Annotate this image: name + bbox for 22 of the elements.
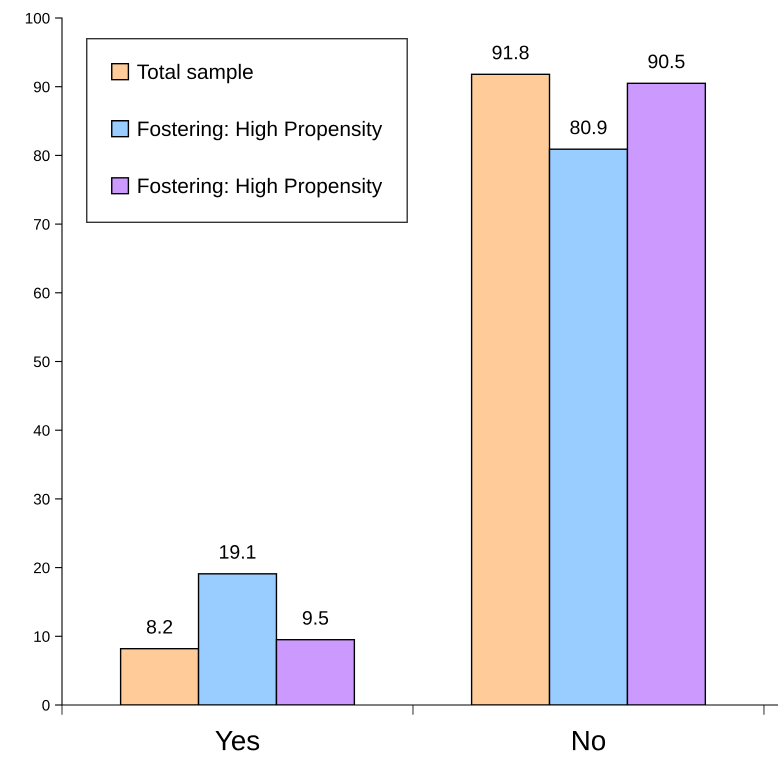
y-tick-label: 100 (26, 12, 50, 24)
legend-label: Total sample (137, 64, 253, 84)
x-tick-label: No (572, 731, 606, 750)
y-tick-label: 40 (34, 425, 50, 436)
legend-label: Fostering: High Propensity (138, 120, 382, 140)
y-tick-label: 90 (34, 82, 50, 92)
data-label: 9.5 (302, 611, 328, 625)
y-tick-label: 60 (34, 288, 50, 298)
data-label: 90.5 (648, 54, 684, 68)
data-label: 80.9 (570, 120, 606, 134)
data-label: 91.8 (492, 46, 529, 60)
x-tick-label: Yes (215, 731, 260, 750)
y-tick-label: 10 (34, 631, 50, 642)
y-tick-label: 20 (34, 562, 50, 574)
y-tick-label: 0 (42, 700, 50, 711)
data-label: 19.1 (220, 545, 256, 559)
y-tick-label: 30 (34, 494, 50, 505)
y-tick-label: 70 (34, 218, 50, 230)
legend-label: Fostering: High Propensity (138, 178, 382, 198)
y-tick-label: 50 (34, 356, 50, 368)
y-tick-label: 80 (34, 150, 50, 162)
data-label: 8.2 (146, 620, 172, 634)
